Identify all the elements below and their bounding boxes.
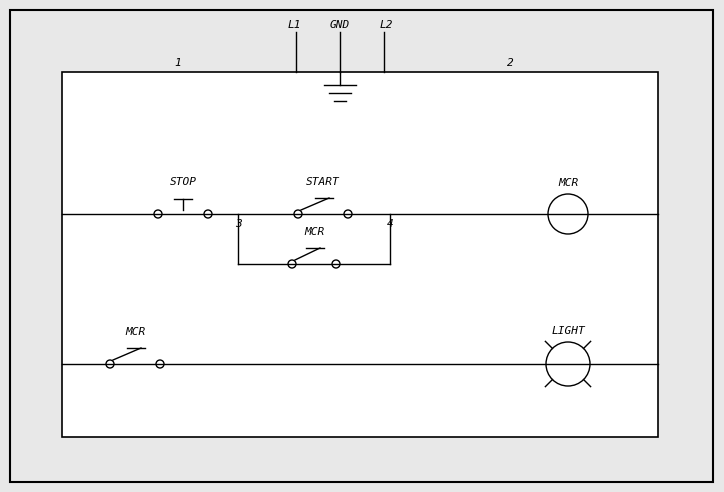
Text: 4: 4 (387, 219, 393, 229)
Text: GND: GND (330, 20, 350, 30)
Text: MCR: MCR (558, 178, 578, 188)
Text: MCR: MCR (125, 327, 145, 337)
Text: 3: 3 (235, 219, 241, 229)
Text: LIGHT: LIGHT (551, 326, 585, 336)
Text: START: START (306, 177, 340, 187)
Text: 1: 1 (174, 58, 182, 68)
Text: L2: L2 (379, 20, 392, 30)
Text: L1: L1 (287, 20, 300, 30)
Text: 2: 2 (507, 58, 513, 68)
Text: MCR: MCR (304, 227, 324, 237)
Bar (62, 72, 658, 437)
Text: STOP: STOP (169, 177, 196, 187)
